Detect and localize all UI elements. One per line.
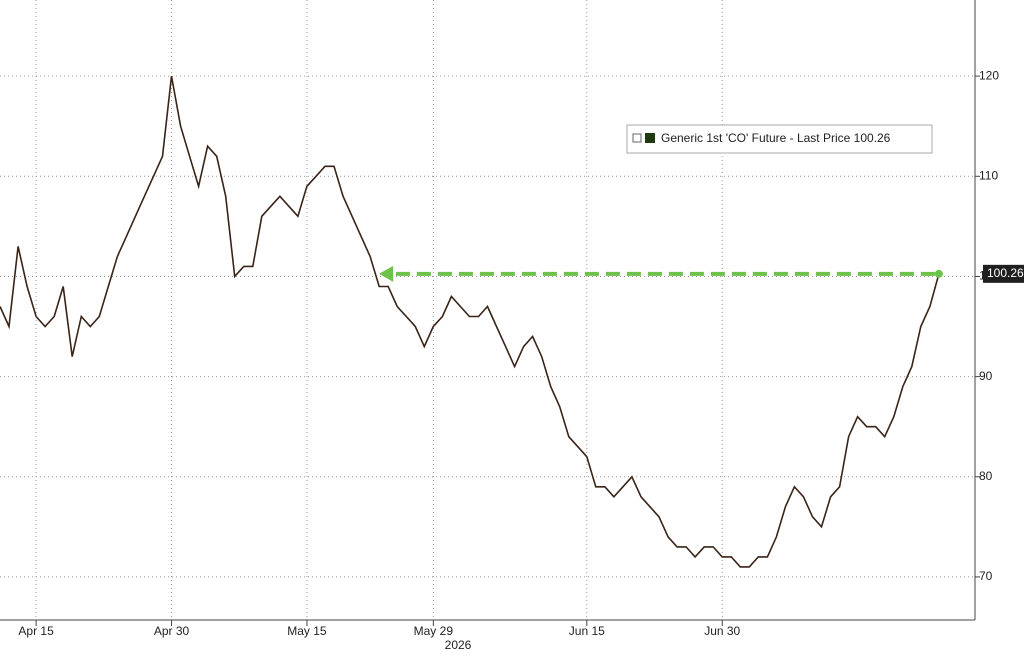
legend: Generic 1st 'CO' Future - Last Price 100… [626,124,933,154]
y-tick-label: 70 [979,569,993,583]
x-tick-label: May 15 [287,624,327,638]
x-tick-label: Jun 30 [704,624,740,638]
x-tick-label: Apr 30 [154,624,190,638]
x-tick-label: Apr 15 [18,624,54,638]
legend-label: Generic 1st 'CO' Future - Last Price 100… [661,131,891,145]
last-price-label: 100.26 [987,266,1024,280]
arrow-head [379,265,394,282]
price-line [0,75,940,568]
x-tick-label: Jun 15 [569,624,605,638]
x-tick-label: May 29 [414,624,454,638]
last-point [934,269,943,278]
y-tick-label: 110 [979,168,998,182]
x-year-label: 2026 [445,638,472,651]
last-price-box [983,264,1024,283]
legend-box [626,124,933,154]
legend-swatch [645,133,655,143]
y-tick-label: 90 [979,369,993,383]
legend-toggle [632,133,642,143]
y-tick-label: 120 [979,68,999,82]
y-tick-label: 80 [979,469,993,483]
